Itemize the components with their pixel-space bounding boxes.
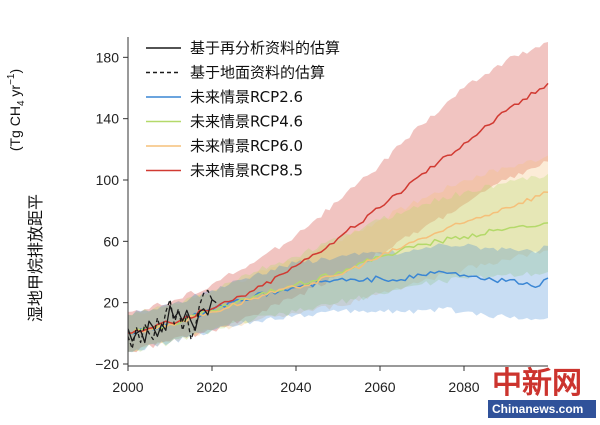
series-line-0 [127, 298, 217, 344]
y-tick-label: 100 [96, 172, 120, 188]
uncertainty-bands [128, 42, 548, 353]
y-axis-label: 湿地甲烷排放距平 [26, 194, 45, 322]
watermark-banner [488, 400, 596, 418]
legend-label-5: 未来情景RCP8.5 [190, 162, 303, 180]
band-3 [128, 173, 548, 352]
y-tick-label: −20 [95, 356, 119, 372]
unit-part: ) [7, 69, 23, 74]
series-line-5 [127, 82, 549, 335]
unit-part: yr [7, 85, 23, 101]
band-5 [128, 42, 548, 353]
legend-label-0: 基于再分析资料的估算 [190, 39, 340, 57]
legend-label-1: 基于地面资料的估算 [190, 64, 325, 82]
x-tick-label: 2060 [364, 379, 395, 395]
legend-label-2: 未来情景RCP2.6 [190, 88, 303, 106]
watermark: 中新网 Chinanews.com [488, 366, 596, 418]
x-tick-label: 2020 [196, 379, 227, 395]
unit-part: (Tg CH [7, 106, 23, 151]
band-2 [128, 243, 548, 353]
y-tick-label: 180 [96, 49, 120, 65]
series-lines [127, 82, 549, 350]
legend-label-4: 未来情景RCP6.0 [190, 137, 303, 155]
x-tick-label: 2040 [280, 379, 311, 395]
watermark-logo: 中新网 [492, 366, 582, 401]
y-tick-label: 60 [103, 233, 119, 249]
y-axis-unit: (Tg CH4 yr−1) [6, 69, 27, 151]
x-tick-label: 2000 [112, 379, 143, 395]
legend-label-3: 未来情景RCP4.6 [190, 113, 303, 131]
watermark-site: Chinanews.com [492, 402, 583, 416]
x-tick-label: 2080 [448, 379, 479, 395]
y-tick-label: 140 [96, 111, 120, 127]
unit-subscript: 4 [16, 100, 27, 106]
unit-superscript: −1 [6, 73, 17, 85]
y-tick-label: 20 [103, 295, 119, 311]
series-line-1 [127, 289, 213, 350]
